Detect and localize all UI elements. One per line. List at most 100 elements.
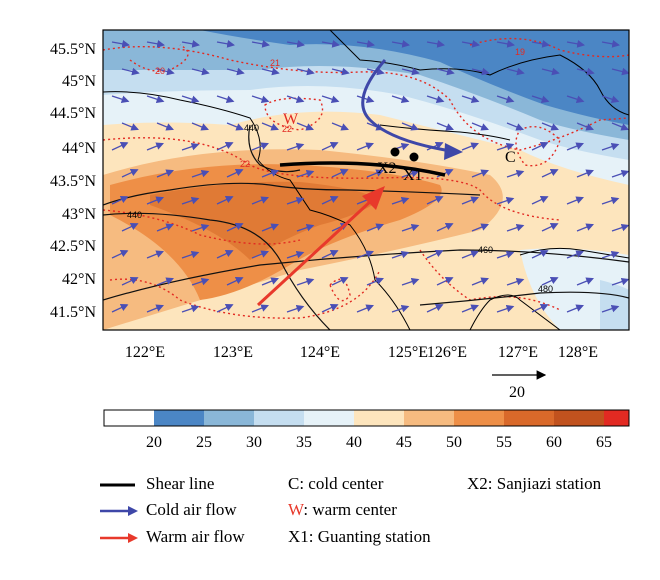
wind-vector-arrow <box>471 223 490 232</box>
wind-vector-arrow <box>601 304 620 313</box>
wind-vector-arrow <box>331 169 349 178</box>
wind-vector-arrow <box>226 223 244 232</box>
lat-label: 43°N <box>62 206 96 223</box>
wind-vector-arrow <box>531 40 550 48</box>
lon-label: 123°E <box>213 344 253 361</box>
wind-vector-arrow <box>181 304 200 313</box>
wind-vector-arrow <box>216 250 234 259</box>
wind-vector-arrow <box>111 95 130 103</box>
wind-vector-arrow <box>261 277 280 286</box>
wind-vector-arrow <box>156 67 175 76</box>
wind-vector-arrow <box>566 304 585 313</box>
wind-vector-arrow <box>296 122 315 131</box>
wind-vector-arrow <box>506 67 525 76</box>
cold-center-marker: C <box>505 149 516 166</box>
warm-center-marker: W <box>283 111 299 128</box>
contour-label-21: 21 <box>270 58 280 68</box>
wind-vector-arrow <box>296 223 315 232</box>
wind-vector-arrow <box>471 277 490 286</box>
wind-vector-arrow <box>156 223 175 232</box>
station-x2-dot <box>390 147 400 157</box>
wind-vector-arrow <box>496 196 515 205</box>
wind-vector-arrow <box>321 40 340 48</box>
wind-vector-arrow <box>321 196 339 205</box>
wind-vector-arrow <box>321 95 340 103</box>
wind-vector-arrow <box>426 304 444 313</box>
contour-label-440-west: 440 <box>127 210 142 220</box>
colorbar-tick: 40 <box>346 434 362 451</box>
wind-vector-arrow <box>156 122 175 131</box>
wind-vector-arrow <box>146 304 165 313</box>
wind-vector-arrow <box>216 40 235 48</box>
wind-vector-arrow <box>401 67 420 76</box>
wind-vector-arrow <box>331 277 349 286</box>
map-panel: X2 X1 W C 440 440 460 480 21 20 19 22 22 <box>103 30 629 330</box>
wind-vector-arrow <box>461 196 480 205</box>
wind-vector-arrow <box>286 40 305 48</box>
wind-vector-arrow <box>321 304 339 313</box>
lat-label: 42°N <box>62 271 96 288</box>
wind-vector-arrow <box>356 304 375 313</box>
wind-vector-arrow <box>531 250 549 259</box>
station-x1-dot <box>409 152 419 162</box>
wind-vector-arrow <box>251 142 270 151</box>
lat-label: 45°N <box>62 73 96 90</box>
legend-cold-flow-arrowhead <box>128 506 138 516</box>
wind-vector-arrow <box>181 142 200 151</box>
wind-vector-arrow <box>261 223 280 232</box>
colorbar-swatch <box>354 410 404 426</box>
lat-label: 44.5°N <box>50 105 96 122</box>
wind-vector-arrow <box>496 304 515 313</box>
wind-vector-arrow <box>366 223 385 232</box>
lat-label: 44°N <box>62 140 96 157</box>
wind-vector-arrow <box>356 95 375 103</box>
wind-vector-arrow <box>286 196 305 205</box>
wind-vector-arrow <box>391 95 410 103</box>
colorbar-tick: 20 <box>146 434 162 451</box>
station-x1-label: X1 <box>403 167 423 184</box>
wind-vector-arrow <box>226 169 244 178</box>
wind-vector-arrow <box>541 223 559 232</box>
colorbar-tick: 30 <box>246 434 262 451</box>
wind-vector-arrow <box>226 122 245 131</box>
wind-vector-arrow <box>121 67 140 76</box>
lon-label: 124°E <box>300 344 340 361</box>
wind-vector-arrow <box>156 169 175 178</box>
wind-vector-arrow <box>181 40 200 48</box>
wind-vector-arrow <box>111 196 129 205</box>
wind-vector-arrow <box>576 67 595 76</box>
wind-vector-arrow <box>321 250 339 259</box>
wind-vector-arrow <box>111 142 129 151</box>
wind-vector-arrow <box>261 169 280 178</box>
colorbar-swatch <box>204 410 254 426</box>
wind-vector-arrow <box>181 250 200 259</box>
wind-vector-arrow <box>566 95 585 103</box>
lat-label: 45.5°N <box>50 41 96 58</box>
wind-vector-arrow <box>226 277 244 286</box>
wind-vector-arrow <box>181 196 200 205</box>
colorbar-swatch <box>304 410 354 426</box>
wind-vector-arrow <box>251 40 270 48</box>
wind-vector-arrow <box>391 304 410 313</box>
colorbar-swatch <box>104 410 154 426</box>
wind-vector-arrow <box>426 40 445 48</box>
wind-vector-arrow <box>601 196 620 205</box>
wind-vector-arrow <box>426 142 444 151</box>
wind-vector-arrow <box>576 277 595 286</box>
lon-label: 126°E <box>427 344 467 361</box>
wind-vector-arrow <box>121 223 139 232</box>
wind-vector-arrow <box>216 304 234 313</box>
wind-vector-arrow <box>121 169 139 178</box>
wind-vector-arrow <box>436 67 455 76</box>
wind-vector-arrow <box>391 250 410 259</box>
shading-dark-blue <box>200 30 629 125</box>
lon-label: 128°E <box>558 344 598 361</box>
wind-vector-arrow <box>111 250 129 259</box>
contour-label-480: 480 <box>538 284 553 294</box>
reference-vector-label: 20 <box>509 384 525 401</box>
cold-air-flow-arrowhead <box>444 143 463 160</box>
wind-vector-arrow <box>601 40 620 48</box>
wind-vector-arrow <box>611 122 629 131</box>
wind-vector-arrow <box>216 95 235 103</box>
